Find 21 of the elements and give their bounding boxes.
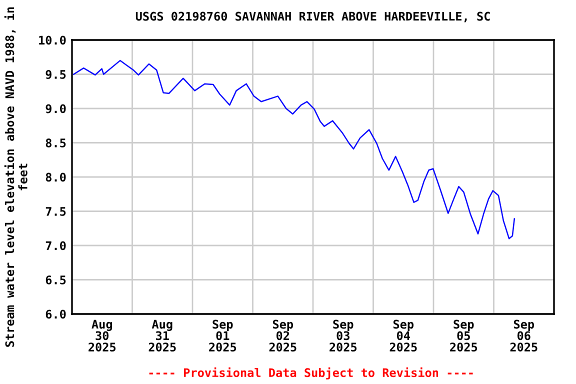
x-tick-label: Sep 01 2025 — [209, 320, 236, 352]
y-tick-label: 7.0 — [46, 241, 66, 250]
x-tick-label: Sep 04 2025 — [390, 320, 417, 352]
y-axis-title: Stream water level elevation above NAVD 1988, in feet — [4, 7, 28, 347]
x-tick-label: Sep 02 2025 — [269, 320, 296, 352]
x-tick-label: Aug 30 2025 — [88, 320, 116, 352]
y-tick-label: 6.5 — [46, 275, 66, 284]
y-tick-label: 8.5 — [46, 138, 66, 148]
x-tick-label: Sep 06 2025 — [510, 320, 538, 352]
x-tick-label: Sep 05 2025 — [450, 320, 478, 352]
line-series — [73, 60, 515, 240]
y-tick-label: 9.0 — [46, 104, 66, 114]
y-tick-label: 9.5 — [46, 70, 66, 79]
text: ---- Provisional Data Subject to Revision ---- — [149, 367, 473, 380]
y-tick-label: 10.0 — [39, 36, 66, 45]
chart-title: USGS 02198760 SAVANNAH RIVER ABOVE HARDEEVILLE, SC — [136, 12, 490, 22]
y-tick-label: 7.5 — [46, 207, 66, 216]
x-tick-label: Sep 03 2025 — [330, 320, 357, 352]
x-tick-label: Aug 31 2025 — [148, 320, 176, 352]
y-tick-label: 6.0 — [46, 310, 66, 319]
y-tick-label: 8.0 — [46, 172, 66, 182]
